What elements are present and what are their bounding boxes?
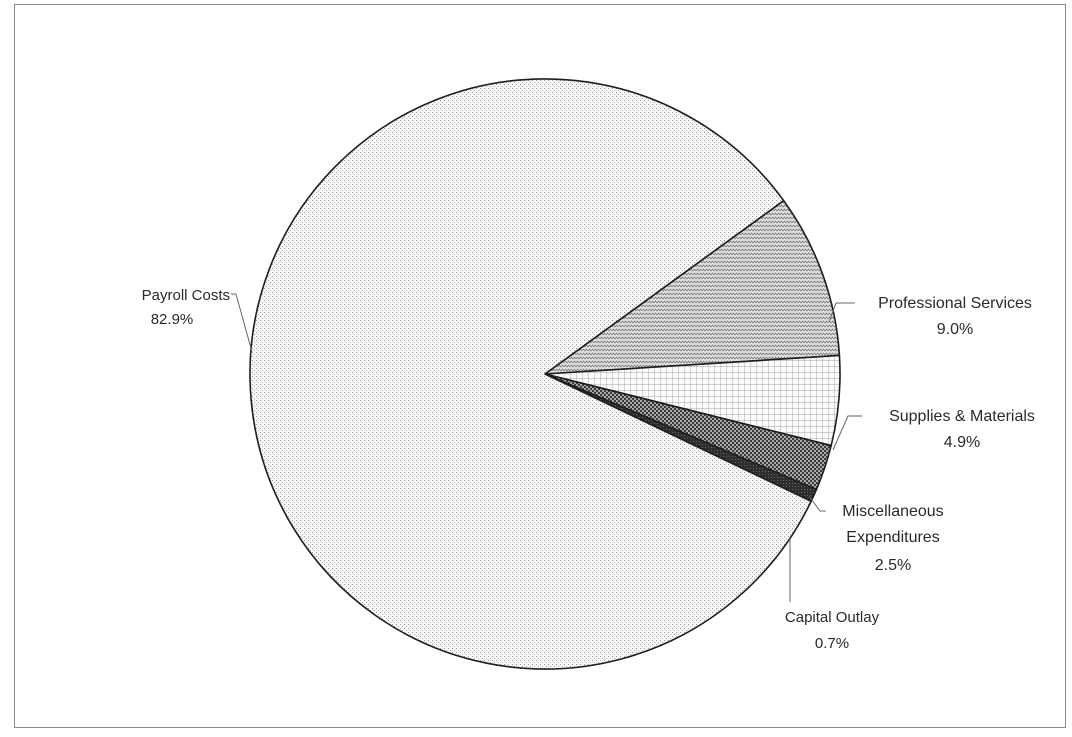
label-value-professional-services: 9.0% xyxy=(937,321,973,338)
label-name-supplies-materials: Supplies & Materials xyxy=(889,408,1035,425)
label-value-miscellaneous-expenditures: 2.5% xyxy=(875,557,911,574)
label-miscellaneous-expenditures: Miscellaneous Expenditures 2.5% xyxy=(842,503,943,574)
label-name-miscellaneous-line1: Miscellaneous xyxy=(842,503,943,520)
label-name-payroll-costs: Payroll Costs xyxy=(142,287,230,304)
label-supplies-materials: Supplies & Materials 4.9% xyxy=(889,408,1035,451)
pie-slices xyxy=(250,79,840,669)
label-value-capital-outlay: 0.7% xyxy=(815,635,849,652)
label-capital-outlay: Capital Outlay 0.7% xyxy=(785,609,880,652)
label-value-payroll-costs: 82.9% xyxy=(151,311,194,328)
label-name-capital-outlay: Capital Outlay xyxy=(785,609,880,626)
label-value-supplies-materials: 4.9% xyxy=(944,434,980,451)
label-professional-services: Professional Services 9.0% xyxy=(878,295,1032,338)
leader-line-supplies-materials xyxy=(833,416,862,450)
label-name-professional-services: Professional Services xyxy=(878,295,1032,312)
label-name-miscellaneous-line2: Expenditures xyxy=(846,529,939,546)
leader-line-payroll-costs xyxy=(231,294,252,352)
label-payroll-costs: Payroll Costs 82.9% xyxy=(142,287,230,328)
